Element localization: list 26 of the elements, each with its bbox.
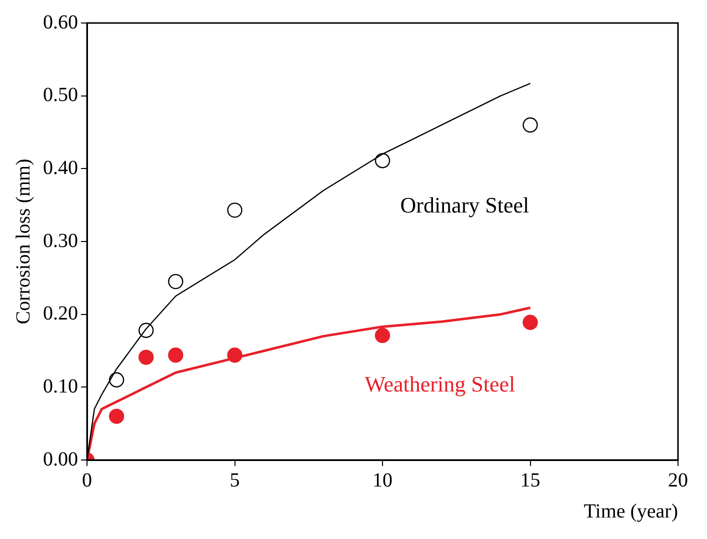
y-tick-label: 0.20	[43, 302, 78, 325]
x-tick-label: 0	[82, 469, 92, 492]
point	[108, 408, 124, 424]
point	[522, 314, 538, 330]
y-tick-label: 0.40	[43, 156, 78, 179]
point	[374, 328, 390, 344]
x-tick-label: 15	[520, 469, 540, 492]
y-axis-title: Corrosion loss (mm)	[12, 158, 34, 324]
x-tick-label: 10	[372, 469, 392, 492]
y-tick-label: 0.50	[43, 84, 78, 106]
series-label: Ordinary Steel	[400, 192, 530, 218]
point	[108, 372, 124, 388]
y-tick-label: 0.10	[43, 375, 78, 398]
y-tick-label: 0.00	[43, 448, 78, 470]
point	[227, 202, 242, 218]
point	[168, 274, 184, 290]
y-tick-label: 0.30	[43, 230, 78, 252]
x-axis-title: Time (year)	[584, 500, 678, 522]
point	[374, 153, 390, 168]
point	[168, 348, 184, 363]
point	[522, 117, 538, 133]
point	[138, 350, 154, 365]
y-tick-label: 0.60	[43, 11, 78, 34]
x-tick-label: 20	[668, 469, 688, 492]
series-label: Weathering Steel	[364, 371, 516, 396]
x-tick-label: 5	[230, 469, 240, 492]
